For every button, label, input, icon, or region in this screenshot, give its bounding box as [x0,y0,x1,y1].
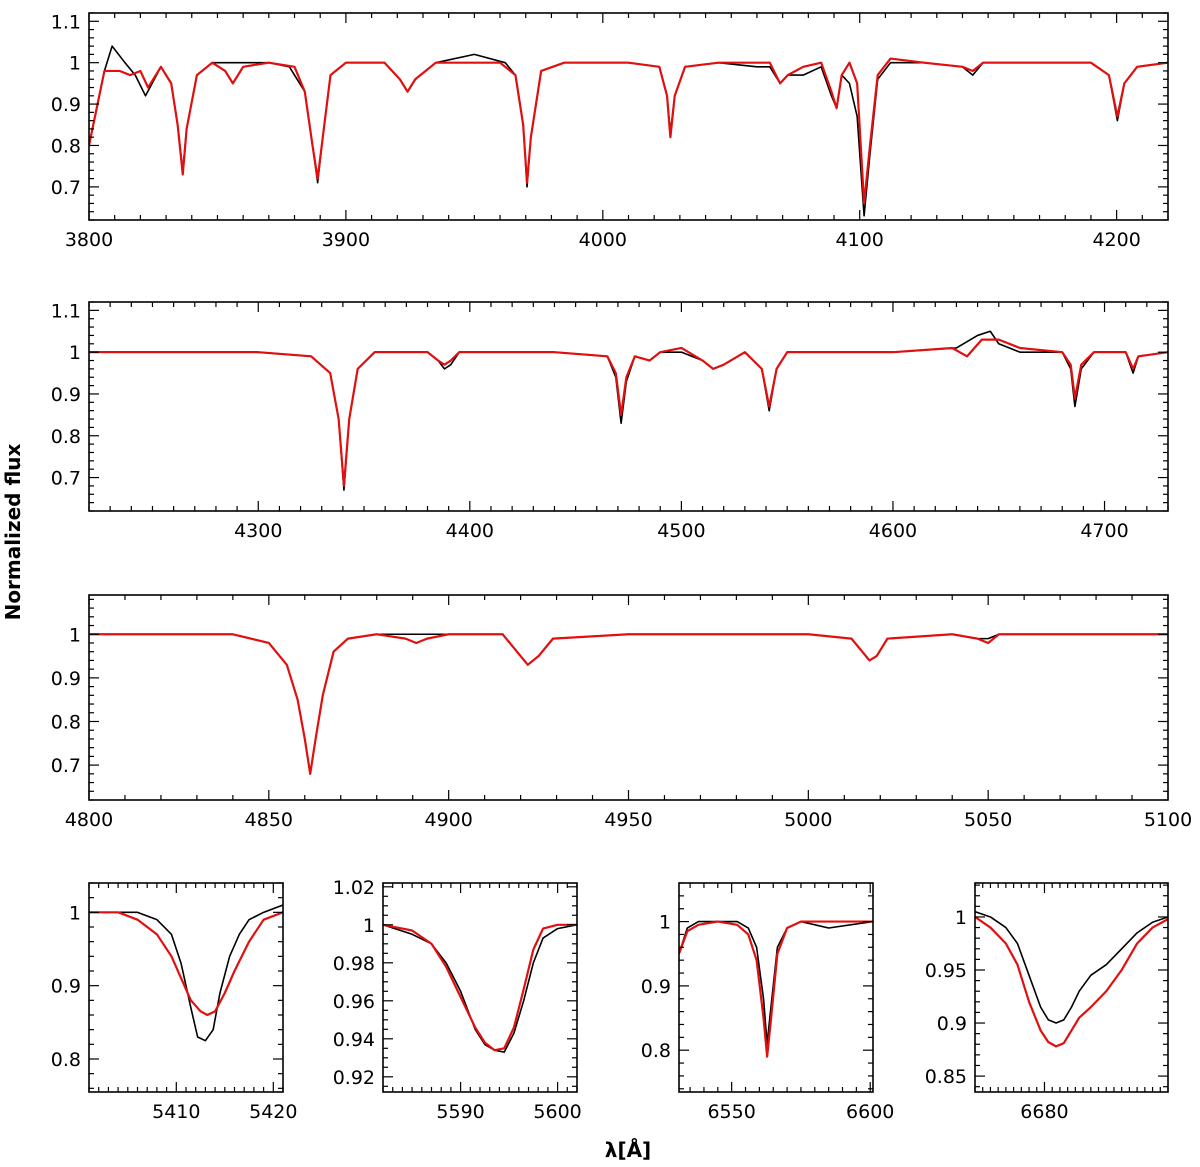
x-tick-label: 3800 [65,229,113,251]
y-tick-label: 1 [69,624,81,646]
panel-6563: 6550 6600 0.8 0.9 1 [641,882,894,1123]
axes-frame [974,882,1169,1093]
x-tick-label: 6550 [707,1101,755,1123]
y-tick-label: 0.7 [51,468,81,490]
y-tick-label: 0.9 [51,668,81,690]
y-tick-label: 0.9 [641,976,671,998]
x-tick-label: 4500 [657,520,705,542]
y-tick-label: 0.8 [51,426,81,448]
model-line-panel-4800-5100 [89,633,1168,775]
x-tick-label: 4950 [604,809,652,831]
y-tick-label: 0.94 [333,1029,375,1051]
model-line-panel-6680 [975,916,1168,1048]
x-tick-label: 5600 [533,1101,581,1123]
axes-frame [88,12,1169,221]
y-axis-label: Normalized flux [1,443,25,620]
observed-line-panel-6680 [975,910,1168,1024]
x-tick-label: 6680 [1020,1101,1068,1123]
x-tick-label: 5000 [784,809,832,831]
observed-line-panel-5410 [89,904,283,1042]
x-tick-label: 4900 [424,809,472,831]
observed-line-panel-4800-5100 [89,633,1168,775]
y-tick-label: 1.02 [333,877,375,899]
model-line-panel-3800-4220 [89,57,1168,205]
y-tick-label: 1 [363,915,375,937]
y-tick-label: 0.85 [925,1066,967,1088]
panel-3800-4220: 3800 3900 4000 4100 4200 0.7 0.8 0.9 1 1.1 [51,11,1169,251]
y-tick-label: 0.9 [51,976,81,998]
y-tick-label: 0.9 [51,94,81,116]
observed-line-panel-3800-4220 [89,45,1168,217]
panel-5590: 5590 5600 0.92 0.94 0.96 0.98 1 1.02 [333,877,582,1123]
model-line-panel-5590 [383,923,577,1052]
model-line-panel-6563 [679,920,873,1058]
axes-frame [382,882,578,1093]
x-tick-label: 5590 [436,1101,484,1123]
y-tick-label: 1 [955,907,967,929]
x-tick-label: 4600 [869,520,917,542]
x-tick-label: 4850 [245,809,293,831]
panel-4220-4730: 4300 4400 4500 4600 4700 0.7 0.8 0.9 1 1.1 [51,300,1169,542]
axes-frame [88,301,1169,512]
x-tick-label: 4300 [234,520,282,542]
x-axis-label: λ[Å] [605,1138,651,1162]
x-tick-label: 5050 [964,809,1012,831]
y-tick-label: 0.7 [51,177,81,199]
axes-frame [88,594,1169,801]
y-tick-label: 1 [69,342,81,364]
x-tick-label: 4400 [446,520,494,542]
model-line-panel-4220-4730 [89,338,1168,488]
model-line-panel-5410 [89,911,283,1017]
x-tick-label: 4700 [1080,520,1128,542]
y-tick-label: 1.1 [51,300,81,322]
x-tick-label: 3900 [322,229,370,251]
y-tick-label: 0.98 [333,953,375,975]
y-tick-label: 0.9 [51,384,81,406]
x-tick-label: 6600 [846,1101,894,1123]
y-tick-label: 1 [69,53,81,75]
panel-4800-5100: 4800 4850 4900 4950 5000 5050 5100 0.7 0.8 0.9 1 [51,594,1192,831]
observed-line-panel-6563 [679,920,873,1045]
x-tick-label: 4000 [579,229,627,251]
x-tick-label: 5410 [152,1101,200,1123]
y-tick-label: 0.8 [51,711,81,733]
y-tick-label: 0.8 [51,1049,81,1071]
panel-5410: 5410 5420 0.8 0.9 1 [51,882,297,1123]
observed-line-panel-4220-4730 [89,330,1168,491]
y-tick-label: 0.8 [51,135,81,157]
x-tick-label: 4800 [65,809,113,831]
x-tick-label: 4200 [1092,229,1140,251]
x-tick-label: 4100 [836,229,884,251]
y-tick-label: 0.95 [925,960,967,982]
y-tick-label: 0.8 [641,1040,671,1062]
x-tick-label: 5420 [249,1101,297,1123]
y-tick-label: 0.9 [937,1013,967,1035]
x-tick-label: 5100 [1144,809,1192,831]
y-tick-label: 1 [69,902,81,924]
y-tick-label: 0.7 [51,755,81,777]
panel-6680: 6680 0.85 0.9 0.95 1 [925,882,1169,1123]
y-tick-label: 0.96 [333,991,375,1013]
y-tick-label: 0.92 [333,1067,375,1089]
y-tick-label: 1 [659,912,671,934]
axes-frame [678,882,874,1093]
y-tick-label: 1.1 [51,11,81,33]
